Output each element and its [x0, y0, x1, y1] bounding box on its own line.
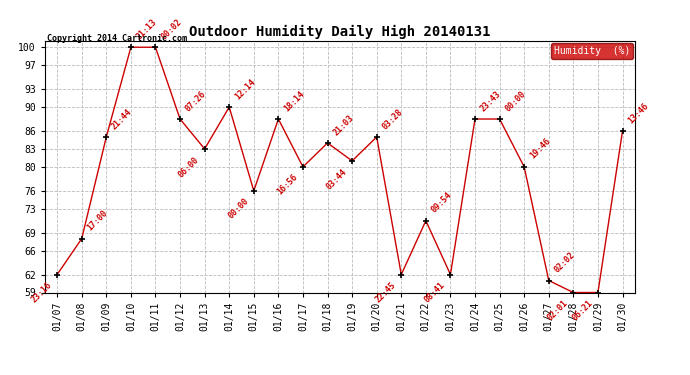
Text: 08:41: 08:41: [423, 280, 446, 304]
Text: 03:28: 03:28: [380, 107, 404, 131]
Text: 12:14: 12:14: [233, 77, 257, 101]
Text: 00:00: 00:00: [503, 89, 527, 113]
Text: 21:03: 21:03: [331, 113, 355, 137]
Text: 16:56: 16:56: [275, 173, 299, 197]
Text: 19:46: 19:46: [528, 137, 552, 161]
Text: 18:14: 18:14: [282, 89, 306, 113]
Text: 23:16: 23:16: [30, 280, 53, 304]
Text: 13:46: 13:46: [627, 101, 650, 125]
Text: 02:01: 02:01: [546, 298, 570, 322]
Text: 17:00: 17:00: [86, 209, 110, 232]
Text: 00:02: 00:02: [159, 17, 183, 41]
Text: Copyright 2014 Cartronic.com: Copyright 2014 Cartronic.com: [47, 34, 187, 43]
Text: 00:00: 00:00: [226, 197, 250, 221]
Text: 06:21: 06:21: [570, 298, 594, 322]
Title: Outdoor Humidity Daily High 20140131: Outdoor Humidity Daily High 20140131: [189, 24, 491, 39]
Text: 21:44: 21:44: [110, 107, 134, 131]
Text: 06:00: 06:00: [177, 155, 201, 179]
Text: 21:13: 21:13: [135, 17, 159, 41]
Text: 03:44: 03:44: [324, 167, 348, 191]
Text: 02:02: 02:02: [553, 251, 576, 274]
Text: 07:26: 07:26: [184, 89, 208, 113]
Legend: Humidity  (%): Humidity (%): [551, 43, 633, 59]
Text: 09:54: 09:54: [430, 191, 453, 215]
Text: 23:43: 23:43: [479, 89, 503, 113]
Text: 22:45: 22:45: [373, 280, 397, 304]
